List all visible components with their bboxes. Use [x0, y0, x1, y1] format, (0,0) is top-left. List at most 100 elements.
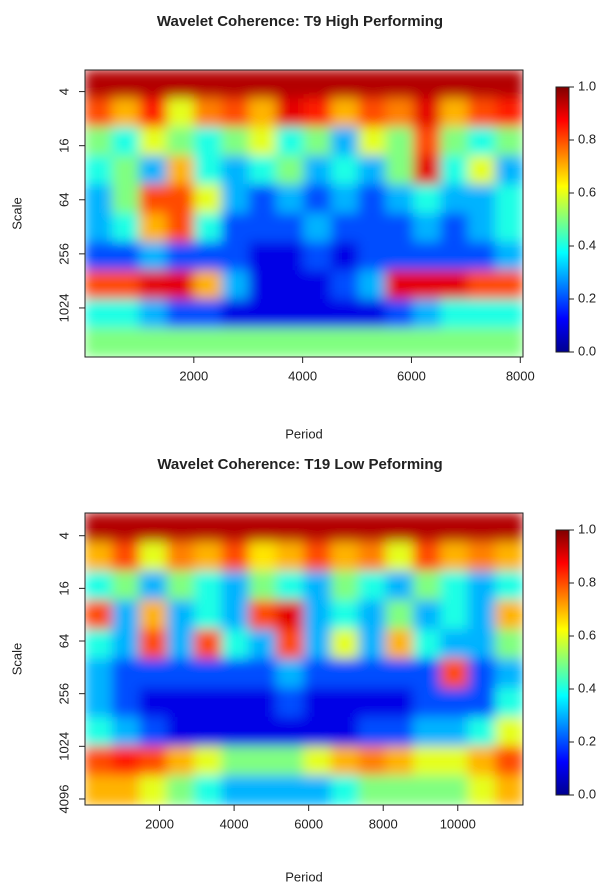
- heatmap-cell: [248, 716, 278, 748]
- heatmap-cell: [166, 155, 195, 186]
- heatmap-cell: [358, 600, 387, 631]
- heatmap-cell: [194, 629, 223, 660]
- heatmap-cell: [166, 775, 195, 805]
- heatmap-cell: [166, 126, 195, 157]
- heatmap-cell: [248, 775, 278, 805]
- heatmap-cell: [440, 775, 469, 805]
- heatmap-cell: [139, 746, 168, 777]
- y-tick-label: 64: [56, 193, 71, 207]
- heatmap-cell: [358, 570, 387, 602]
- heatmap-cell: [194, 270, 223, 301]
- heatmap-cell: [303, 570, 332, 602]
- heatmap-cell: [467, 775, 497, 805]
- heatmap-cell: [440, 629, 469, 660]
- heatmap-cell: [248, 98, 278, 128]
- heatmap-cell: [248, 513, 278, 543]
- heatmap-cell: [111, 213, 141, 243]
- heatmap-cell: [330, 98, 360, 128]
- heatmap-cell: [413, 746, 442, 777]
- heatmap-cell: [276, 716, 305, 748]
- heatmap-cell: [358, 775, 387, 805]
- y-tick-label: 256: [56, 243, 71, 265]
- heatmap-cell: [166, 98, 195, 128]
- heatmap-cell: [358, 746, 387, 777]
- heatmap-cell: [495, 299, 523, 329]
- colorbar-tick-label: 0.0: [578, 786, 596, 801]
- chart-title: Wavelet Coherence: T19 Low Peforming: [157, 456, 442, 473]
- heatmap-cell: [440, 98, 469, 128]
- heatmap-cell: [303, 270, 332, 301]
- x-tick-label: 6000: [397, 368, 426, 383]
- heatmap-cell: [166, 600, 195, 631]
- heatmap-cell: [194, 327, 223, 357]
- heatmap-cell: [248, 570, 278, 602]
- heatmap-cell: [85, 775, 113, 805]
- heatmap-cell: [221, 629, 250, 660]
- y-tick-label: 1024: [56, 293, 71, 322]
- heatmap-cell: [467, 629, 497, 660]
- plot-frame: [84, 69, 524, 358]
- heatmap-cell: [303, 98, 332, 128]
- colorbar-tick-label: 0.8: [578, 574, 596, 589]
- heatmap-cell: [111, 513, 141, 543]
- heatmap-cell: [440, 155, 469, 186]
- heatmap-cell: [248, 600, 278, 631]
- heatmap-cell: [139, 70, 168, 100]
- heatmap-cell: [358, 98, 387, 128]
- heatmap-cell: [166, 213, 195, 243]
- heatmap-cell: [85, 570, 113, 602]
- heatmap-cell: [358, 155, 387, 186]
- heatmap-cell: [303, 658, 332, 689]
- heatmap-cell: [85, 241, 113, 272]
- heatmap-cell: [330, 126, 360, 157]
- heatmap-cell: [139, 184, 168, 214]
- heatmap-cell: [166, 746, 195, 777]
- heatmap-cell: [166, 327, 195, 357]
- y-tick-label: 16: [56, 138, 71, 152]
- heatmap-cell: [276, 541, 305, 572]
- heatmap-cell: [358, 126, 387, 157]
- heatmap-cell: [358, 513, 387, 543]
- y-axis-label: Scale: [9, 197, 24, 230]
- heatmap-cell: [221, 775, 250, 805]
- heatmap-cell: [111, 270, 141, 301]
- heatmap-cell: [248, 541, 278, 572]
- colorbar-tick-label: 0.2: [578, 290, 596, 305]
- heatmap-cell: [276, 155, 305, 186]
- heatmap-cell: [330, 184, 360, 214]
- heatmap-cell: [166, 570, 195, 602]
- heatmap-cell: [495, 270, 523, 301]
- heatmap-cell: [85, 270, 113, 301]
- heatmap-cell: [221, 570, 250, 602]
- heatmap-cell: [194, 775, 223, 805]
- heatmap-cell: [385, 541, 414, 572]
- heatmap-cell: [303, 299, 332, 329]
- heatmap-cell: [139, 658, 168, 689]
- heatmap-cell: [495, 600, 523, 631]
- heatmap-cell: [248, 327, 278, 357]
- heatmap-cell: [330, 658, 360, 689]
- heatmap-cell: [440, 716, 469, 748]
- colorbar-tick-label: 1.0: [578, 521, 596, 536]
- heatmap-cell: [85, 155, 113, 186]
- heatmap-cell: [440, 658, 469, 689]
- heatmap-cell: [385, 184, 414, 214]
- heatmap-cell: [139, 327, 168, 357]
- heatmap-cell: [248, 270, 278, 301]
- heatmap-cell: [413, 213, 442, 243]
- heatmap-cell: [303, 687, 332, 718]
- heatmap-cells: [85, 70, 523, 357]
- heatmap-cell: [440, 241, 469, 272]
- heatmap-cell: [467, 600, 497, 631]
- heatmap-cell: [330, 629, 360, 660]
- heatmap-cell: [221, 658, 250, 689]
- heatmap-cell: [111, 658, 141, 689]
- heatmap-cell: [413, 541, 442, 572]
- heatmap-cell: [276, 241, 305, 272]
- heatmap-cell: [467, 327, 497, 357]
- heatmap-cell: [85, 600, 113, 631]
- heatmap-cell: [111, 155, 141, 186]
- heatmap-cell: [276, 70, 305, 100]
- colorbar-tick-label: 0.6: [578, 627, 596, 642]
- heatmap-cell: [248, 746, 278, 777]
